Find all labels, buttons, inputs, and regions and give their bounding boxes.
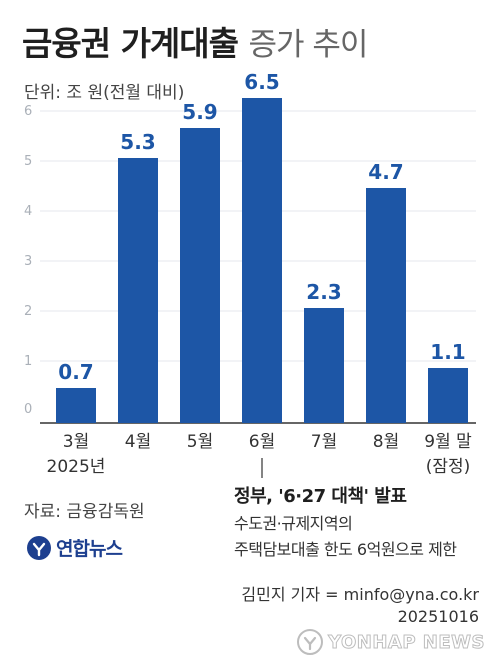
value-label: 5.3: [120, 130, 155, 154]
y-tick-label: 0: [24, 402, 32, 417]
value-label: 0.7: [58, 360, 93, 384]
category-label: 6월: [249, 432, 275, 452]
bar: [242, 98, 282, 423]
source-label: 자료: 금융감독원: [24, 502, 145, 522]
category-label: 4월: [125, 432, 151, 452]
publish-date: 20251016: [397, 607, 479, 626]
y-tick-label: 4: [24, 204, 32, 219]
value-label: 6.5: [244, 70, 279, 94]
policy-annotation: 정부, '6·27 대책' 발표 수도권·규제지역의 주택담보대출 한도 6억원…: [234, 483, 494, 563]
logo-text: 연합뉴스: [56, 538, 123, 560]
category-sublabel: (잠정): [426, 457, 471, 477]
bar: [366, 188, 406, 423]
category-label: 9월 말: [424, 432, 472, 452]
annotation-line-2: 주택담보대출 한도 6억원으로 제한: [234, 540, 457, 559]
chart-title: 금융권 가계대출 증가 추이: [22, 24, 369, 65]
bar: [118, 158, 158, 423]
category-label: 3월: [63, 432, 89, 452]
category-label: 8월: [373, 432, 399, 452]
bar: [428, 368, 468, 423]
category-sublabel: 2025년: [47, 457, 106, 477]
y-tick-label: 1: [24, 354, 32, 369]
y-tick-label: 5: [24, 154, 32, 169]
value-label: 1.1: [430, 340, 465, 364]
yonhap-watermark-icon: [297, 629, 324, 655]
title-main: 금융권 가계대출: [22, 24, 239, 63]
annotation-line-1: 수도권·규제지역의: [234, 514, 353, 533]
credit-block: 김민지 기자 = minfo@yna.co.kr 20251016: [241, 584, 479, 628]
y-tick-label: 2: [24, 304, 32, 319]
category-label: 5월: [187, 432, 213, 452]
bar: [304, 308, 344, 423]
yonhap-logo-icon: [27, 535, 51, 560]
title-sub: 증가 추이: [248, 27, 369, 63]
category-label: 7월: [311, 432, 337, 452]
reporter-credit: 김민지 기자 = minfo@yna.co.kr: [241, 585, 479, 604]
bar: [56, 388, 96, 423]
annotation-title: 정부, '6·27 대책' 발표: [234, 486, 407, 507]
value-label: 5.9: [182, 100, 217, 124]
watermark-text: YONHAP NEWS: [328, 631, 485, 653]
bar: [180, 128, 220, 423]
yonhap-logo: 연합뉴스: [26, 534, 123, 561]
y-tick-label: 3: [24, 254, 32, 269]
value-label: 4.7: [368, 160, 403, 184]
y-tick-label: 6: [24, 104, 32, 119]
value-label: 2.3: [306, 280, 341, 304]
yonhap-watermark: YONHAP NEWS: [296, 628, 485, 656]
unit-label: 단위: 조 원(전월 대비): [24, 83, 185, 103]
